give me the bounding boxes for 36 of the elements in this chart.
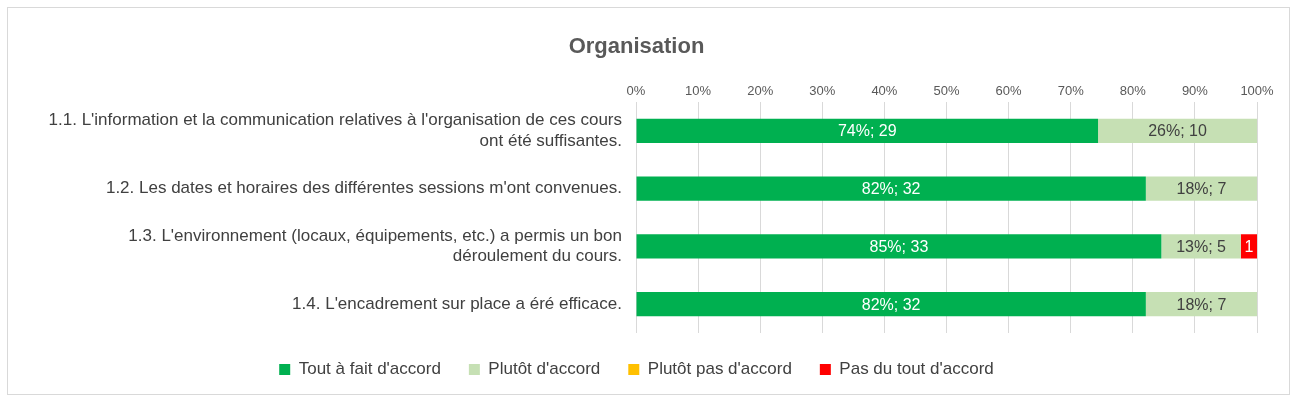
annotation: 1 — [1244, 237, 1254, 255]
bar — [636, 176, 1146, 201]
data-label: 82%; 32 — [861, 295, 921, 313]
data-label: 18%; 7 — [1176, 180, 1227, 198]
x-tick-label: 30% — [809, 82, 836, 98]
x-tick-label: 50% — [933, 82, 960, 98]
x-tick-label: 90% — [1181, 82, 1209, 98]
bar — [636, 292, 1146, 317]
data-label: 82%; 32 — [861, 180, 921, 198]
bar — [1098, 118, 1257, 143]
x-tick-label: 70% — [1057, 82, 1085, 98]
legend-label: Plutôt d'accord — [488, 359, 601, 379]
legend-label: Plutôt pas d'accord — [647, 359, 792, 379]
chart-title: Organisation — [568, 33, 705, 59]
x-tick-label: 80% — [1119, 82, 1147, 98]
data-label: 13%; 5 — [1176, 237, 1227, 255]
x-tick-label: 40% — [871, 82, 898, 98]
x-tick-label: 10% — [685, 82, 712, 98]
data-label: 26%; 10 — [1148, 122, 1207, 140]
x-tick-label: 100% — [1240, 82, 1275, 98]
legend-label: Pas du tout d'accord — [839, 359, 994, 379]
bar — [636, 234, 1162, 259]
legend-label: Tout à fait d'accord — [298, 359, 441, 379]
bar — [1240, 234, 1257, 259]
bar — [636, 118, 1099, 143]
y-tick-label: 1.2. Les dates et horaires des différentes sessions m'ont convenues. — [105, 178, 622, 198]
x-tick-label: 60% — [995, 82, 1023, 98]
data-label: 18%; 7 — [1176, 295, 1227, 313]
y-tick-label: 1.1. L'information et la communication relatives à l'organisation de ces cours ont été suffisantes. — [48, 110, 622, 150]
y-tick-label: 1.4. L'encadrement sur place a éré efficace. — [292, 293, 622, 313]
y-tick-label: 1.3. L'environnement (locaux, équipements, etc.) a permis un bon déroulement du cours. — [128, 225, 622, 266]
x-tick-label: 0% — [626, 82, 646, 98]
bar — [1145, 176, 1257, 201]
data-label: 74%; 29 — [837, 122, 897, 140]
x-tick-label: 20% — [747, 82, 774, 98]
data-label: 85%; 33 — [869, 237, 929, 255]
